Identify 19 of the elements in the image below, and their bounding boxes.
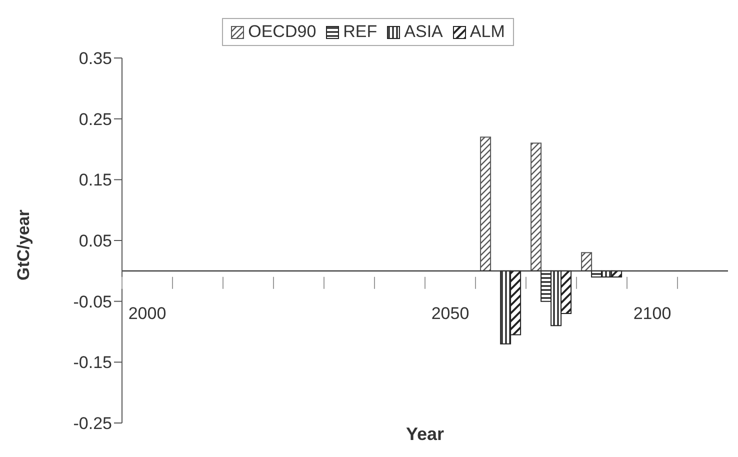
y-tick-label: -0.25	[73, 414, 112, 434]
x-tick-label: 2050	[431, 304, 470, 323]
y-tick-label: 0.35	[78, 49, 112, 68]
bar	[530, 142, 542, 272]
y-tick-label: -0.05	[73, 292, 112, 312]
y-tick-label: 0.25	[78, 110, 112, 129]
x-tick-label: 2100	[633, 304, 672, 323]
legend-label: ALM	[468, 22, 505, 42]
y-tick-label: -0.15	[73, 353, 112, 372]
legend-label: ASIA	[403, 22, 443, 42]
x-tick-label: 2000	[128, 304, 166, 323]
bar	[480, 136, 492, 272]
x-axis-title: Year	[404, 424, 446, 445]
y-axis-title: GtC/year	[14, 209, 34, 280]
legend-label: OECD90	[247, 22, 316, 42]
y-tick-label: 0.15	[78, 170, 112, 190]
y-tick-label: 0.05	[78, 232, 112, 251]
bar	[581, 252, 592, 272]
legend-label: REF	[342, 22, 378, 42]
